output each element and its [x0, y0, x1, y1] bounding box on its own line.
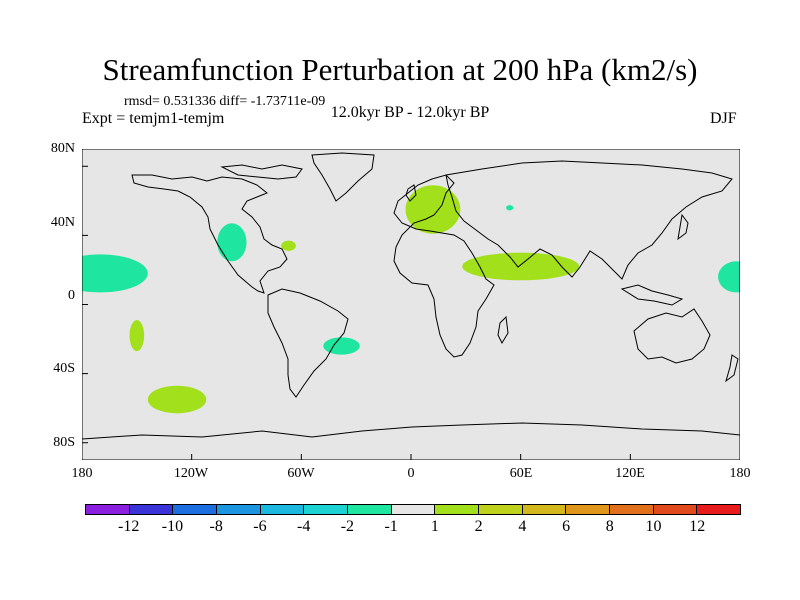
- colorbar-label: -6: [253, 518, 267, 535]
- anomaly-region-atlantic-small: [281, 240, 296, 251]
- colorbar-cell: [653, 504, 698, 515]
- stats-line: rmsd= 0.531336 diff= -1.73711e-09: [124, 94, 326, 109]
- colorbar-label: -2: [340, 518, 355, 535]
- coast-new-zealand: [725, 354, 739, 383]
- coastlines: [82, 152, 740, 440]
- coast-south-america: [267, 288, 349, 398]
- coast-asia: [445, 160, 733, 280]
- coast-australia: [633, 308, 711, 364]
- colorbar-label: 4: [518, 518, 527, 535]
- coast-japan: [677, 213, 689, 241]
- colorbar-cell: [522, 504, 567, 515]
- anomaly-region-caspian-small: [506, 205, 514, 211]
- colorbar-label: -8: [209, 518, 223, 535]
- colorbar-cell: [85, 504, 130, 515]
- colorbar: [85, 504, 742, 515]
- xtick-label-120e: 120E: [615, 466, 645, 481]
- colorbar-label: 2: [474, 518, 483, 535]
- map-plot: [82, 149, 740, 460]
- colorbar-label: -1: [384, 518, 398, 535]
- anomaly-region-europe: [405, 185, 461, 234]
- ytick-label-80n: 80N: [50, 141, 75, 156]
- colorbar-cell: [697, 504, 742, 515]
- axis-ticks: [82, 165, 740, 460]
- period-label: 12.0kyr BP - 12.0kyr BP: [330, 104, 490, 121]
- colorbar-cell: [217, 504, 261, 515]
- colorbar-cell: [391, 504, 436, 515]
- coast-antarctica: [82, 422, 740, 440]
- colorbar-label: 12: [689, 518, 706, 535]
- coast-se-asia-islands: [620, 284, 684, 306]
- colorbar-label: 8: [605, 518, 614, 535]
- colorbar-label: -10: [161, 518, 184, 535]
- colorbar-cell: [435, 504, 480, 515]
- colorbar-cell: [260, 504, 305, 515]
- colorbar-cell: [173, 504, 218, 515]
- anomaly-region-south-pacific-sw: [147, 385, 207, 414]
- coast-madagascar: [497, 315, 509, 345]
- coast-north-america: [131, 174, 288, 294]
- anomaly-region-middle-east-india: [462, 252, 580, 281]
- anomaly-region-north-america-east: [217, 223, 247, 262]
- colorbar-label: -12: [118, 518, 140, 535]
- colorbar-label: -4: [296, 518, 311, 535]
- anomaly-region-south-atlantic: [323, 337, 360, 355]
- colorbar-cell: [304, 504, 349, 515]
- anomaly-region-south-pacific-east: [129, 320, 145, 352]
- xtick-label-180w: 180: [71, 466, 93, 481]
- colorbar-label: 1: [430, 518, 439, 535]
- colorbar-cell: [129, 504, 174, 515]
- map-title: Streamfunction Perturbation at 200 hPa (…: [102, 52, 698, 87]
- xtick-label-60e: 60E: [509, 466, 533, 481]
- ytick-label-40n: 40N: [50, 215, 75, 230]
- anomaly-region-north-pacific-east: [82, 254, 148, 293]
- xtick-label-60w: 60W: [287, 466, 315, 481]
- colorbar-cell: [479, 504, 523, 515]
- anomaly-region-north-pacific-west: [718, 261, 740, 293]
- colorbar-cell: [566, 504, 611, 515]
- coast-arctic-islands: [220, 164, 303, 180]
- xtick-label-0: 0: [407, 466, 415, 481]
- colorbar-label: 6: [562, 518, 571, 535]
- xtick-label-120w: 120W: [173, 466, 209, 481]
- coast-uk: [405, 184, 417, 202]
- season-label: DJF: [710, 110, 737, 127]
- colorbar-label: 10: [645, 518, 662, 535]
- xtick-label-180e: 180: [729, 466, 751, 481]
- colorbar-cell: [348, 504, 392, 515]
- ytick-label-0: 0: [68, 288, 75, 303]
- coast-greenland: [311, 152, 375, 202]
- colorbar-cell: [610, 504, 654, 515]
- ytick-label-80s: 80S: [53, 435, 75, 450]
- ytick-label-40s: 40S: [53, 361, 75, 376]
- coast-europe-africa: [393, 174, 495, 358]
- experiment-label: Expt = temjm1-temjm: [82, 110, 225, 127]
